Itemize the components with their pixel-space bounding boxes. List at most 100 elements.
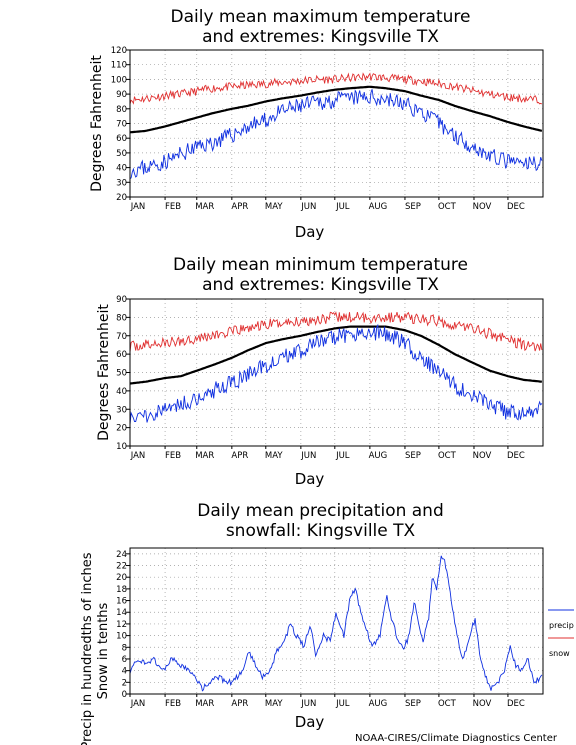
x-tick-label: SEP [405,451,421,461]
y-tick-label: 50 [116,369,127,379]
x-tick-label: JUN [300,451,316,461]
y-axis-label: Degrees Fahrenheit [96,304,112,441]
x-tick-label: MAY [265,202,283,212]
y-tick-label: 100 [111,75,127,85]
y-tick-label: 120 [111,46,127,56]
y-tick-label: 110 [111,61,127,71]
x-axis-label: Day [295,223,325,241]
y-axis-label: Degrees Fahrenheit [89,55,105,192]
y-tick-label: 30 [116,178,127,188]
chart-title-line: Daily mean maximum temperature [171,7,471,27]
y-tick-label: 30 [116,405,127,415]
series-line-high [130,72,543,105]
y-tick-label: 60 [116,350,127,360]
chart-title-line: and extremes: Kingsville TX [202,275,439,295]
x-tick-label: OCT [438,202,457,212]
x-tick-label: MAR [195,451,214,461]
x-tick-label: SEP [405,699,421,709]
series-line-mean [130,325,542,385]
x-tick-label: SEP [405,202,421,212]
x-tick-label: JUN [300,699,316,709]
x-tick-label: NOV [473,451,492,461]
footer-credit: NOAA-CIRES/Climate Diagnostics Center [355,733,558,744]
series-line-high [130,311,543,353]
y-tick-label: 24 [116,550,127,560]
y-tick-label: 70 [116,332,127,342]
x-tick-label: AUG [369,451,388,461]
x-tick-label: APR [231,451,248,461]
y-tick-label: 20 [116,424,127,434]
y-tick-label: 80 [116,105,127,115]
y-tick-label: 14 [116,608,127,618]
y-axis-label-line: Snow in tenths [96,602,111,699]
x-tick-label: JUL [335,699,350,709]
x-tick-label: DEC [507,202,525,212]
y-axis-label-line: Precip in hundredths of inches [80,552,95,745]
x-tick-label: JAN [130,451,146,461]
x-tick-label: FEB [165,451,181,461]
x-tick-label: MAY [265,451,283,461]
y-tick-label: 8 [122,643,127,653]
y-tick-label: 90 [116,90,127,100]
x-tick-label: FEB [165,202,181,212]
chart-title-line: and extremes: Kingsville TX [202,27,439,47]
x-tick-label: JAN [130,699,146,709]
y-tick-label: 12 [116,620,127,630]
y-tick-label: 90 [116,295,127,305]
x-tick-label: JUN [300,202,316,212]
y-tick-label: 2 [122,678,127,688]
series-line-precip [130,555,543,692]
series-line-mean [130,85,543,134]
x-tick-label: MAR [195,202,214,212]
legend-label-snow: snow [549,649,570,658]
y-tick-label: 20 [116,573,127,583]
x-tick-label: MAR [195,699,214,709]
y-tick-label: 10 [116,442,127,452]
y-tick-label: 60 [116,134,127,144]
y-tick-label: 20 [116,193,127,203]
x-tick-label: DEC [507,451,525,461]
y-tick-label: 22 [116,562,127,572]
y-tick-label: 80 [116,313,127,323]
x-tick-label: APR [231,699,248,709]
x-tick-label: OCT [438,451,457,461]
plot-frame [129,298,544,447]
y-tick-label: 6 [122,655,127,665]
y-tick-label: 16 [116,597,127,607]
y-tick-label: 18 [116,585,127,595]
series-line-low [130,323,543,425]
x-tick-label: NOV [473,202,492,212]
x-tick-label: MAY [265,699,283,709]
series-line-low [130,89,543,179]
x-tick-label: DEC [507,699,525,709]
plot-frame [129,547,544,695]
x-tick-label: FEB [165,699,181,709]
x-tick-label: AUG [369,699,388,709]
y-tick-label: 50 [116,149,127,159]
legend-label-precip: precip [549,621,574,630]
x-tick-label: APR [231,202,248,212]
chart-title-line: snowfall: Kingsville TX [226,521,416,541]
plot-frame [129,49,544,198]
y-tick-label: 40 [116,387,127,397]
x-tick-label: AUG [369,202,388,212]
y-tick-label: 70 [116,120,127,130]
x-tick-label: NOV [473,699,492,709]
y-tick-label: 10 [116,632,127,642]
y-tick-label: 0 [122,690,127,700]
x-axis-label: Day [295,713,325,731]
y-tick-label: 4 [122,667,127,677]
x-tick-label: JUL [335,202,350,212]
chart-title-line: Daily mean precipitation and [197,501,444,521]
x-axis-label: Day [295,470,325,488]
x-tick-label: JUL [335,451,350,461]
x-tick-label: JAN [130,202,146,212]
y-tick-label: 40 [116,164,127,174]
chart-title-line: Daily mean minimum temperature [173,255,468,275]
x-tick-label: OCT [438,699,457,709]
